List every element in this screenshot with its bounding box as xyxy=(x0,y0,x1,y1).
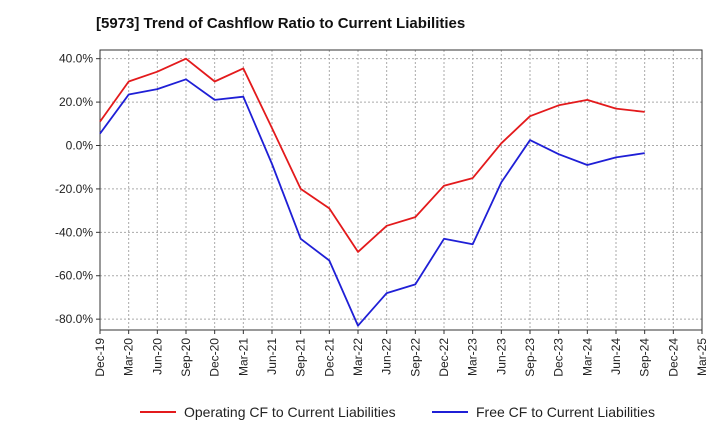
series-line-operating-cf xyxy=(99,57,645,253)
legend-label-free: Free CF to Current Liabilities xyxy=(476,404,655,420)
series-line-free-cf xyxy=(99,78,645,327)
y-tick-label: -60.0% xyxy=(55,269,93,283)
legend-swatch-free xyxy=(432,411,468,413)
legend-item-operating: Operating CF to Current Liabilities xyxy=(140,404,396,420)
y-tick-label: 0.0% xyxy=(66,139,94,153)
y-tick-label: -20.0% xyxy=(55,182,93,196)
x-tick-label: Mar-24 xyxy=(580,338,594,376)
x-tick-label: Dec-23 xyxy=(552,338,566,377)
plot-frame xyxy=(99,49,703,331)
x-tick-label: Mar-22 xyxy=(351,338,365,376)
legend-label-operating: Operating CF to Current Liabilities xyxy=(184,404,396,420)
x-tick-label: Dec-24 xyxy=(666,338,680,377)
x-tick-label: Jun-21 xyxy=(265,338,279,375)
x-tick-label: Mar-21 xyxy=(236,338,250,376)
x-tick-label: Sep-20 xyxy=(179,338,193,377)
legend: Operating CF to Current Liabilities Free… xyxy=(0,404,720,426)
x-tick-label: Mar-25 xyxy=(695,338,709,376)
x-tick-label: Jun-23 xyxy=(494,338,508,375)
x-tick-label: Mar-20 xyxy=(122,338,136,376)
y-tick-label: 40.0% xyxy=(59,52,93,66)
x-tick-label: Dec-19 xyxy=(93,338,107,377)
chart-title: [5973] Trend of Cashflow Ratio to Curren… xyxy=(96,15,466,32)
y-tick-label: -80.0% xyxy=(55,312,93,326)
x-tick-label: Dec-20 xyxy=(208,338,222,377)
x-tick-label: Mar-23 xyxy=(466,338,480,376)
x-tick-label: Jun-24 xyxy=(609,338,623,375)
x-tick-label: Sep-21 xyxy=(294,338,308,377)
x-tick-label: Jun-20 xyxy=(150,338,164,375)
x-tick-label: Sep-24 xyxy=(638,338,652,377)
y-tick-label: 20.0% xyxy=(59,95,93,109)
x-tick-label: Sep-22 xyxy=(408,338,422,377)
legend-swatch-operating xyxy=(140,411,176,413)
x-tick-label: Dec-21 xyxy=(322,338,336,377)
x-tick-label: Jun-22 xyxy=(380,338,394,375)
y-tick-label: -40.0% xyxy=(55,225,93,239)
x-tick-label: Sep-23 xyxy=(523,338,537,377)
legend-item-free: Free CF to Current Liabilities xyxy=(432,404,655,420)
x-tick-label: Dec-22 xyxy=(437,338,451,377)
